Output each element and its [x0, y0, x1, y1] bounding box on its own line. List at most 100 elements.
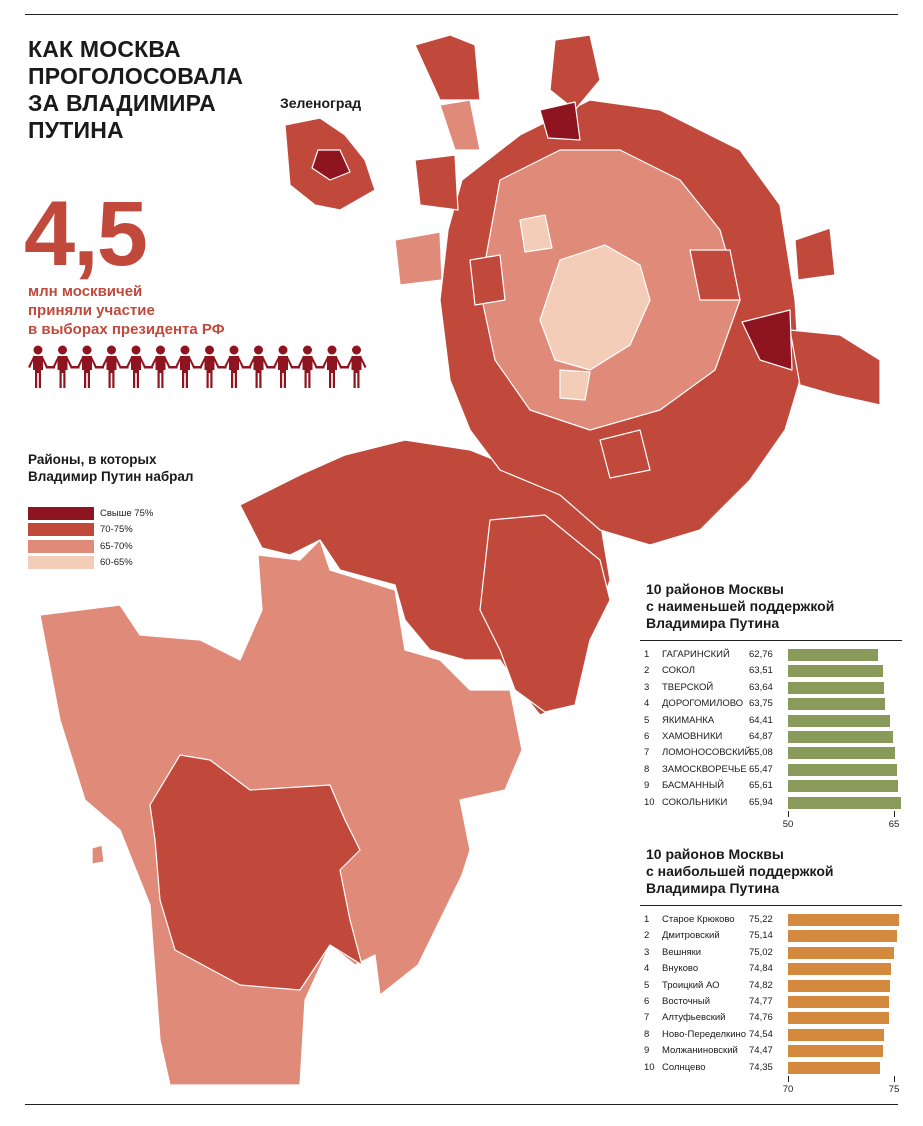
map-region-vostochny — [741, 309, 793, 371]
map-region-zelenograd-top — [311, 149, 351, 181]
row-district-name: ТВЕРСКОЙ — [662, 681, 714, 693]
row-rank: 4 — [644, 698, 650, 710]
turnout-caption: млн москвичей приняли участие в выборах … — [28, 282, 298, 339]
row-bar — [788, 930, 897, 943]
row-bar — [788, 979, 891, 992]
row-district-name: Солнцево — [662, 1061, 706, 1073]
map-region-inner-patch-3 — [599, 429, 651, 479]
row-value: 75,14 — [749, 930, 773, 942]
row-district-name: Ново-Переделкино — [662, 1028, 747, 1040]
legend-label: 65-70% — [100, 540, 133, 552]
row-district-name: СОКОЛ — [662, 665, 695, 677]
row-rank: 2 — [644, 665, 650, 677]
person-icon — [199, 345, 227, 388]
row-value: 74,54 — [749, 1028, 773, 1040]
table-row: 1 ГАГАРИНСКИЙ 62,76 — [640, 647, 910, 663]
row-district-name: ЗАМОСКВОРЕЧЬЕ — [662, 763, 747, 775]
person-icon — [77, 345, 104, 388]
row-value: 74,47 — [749, 1045, 773, 1057]
axis-tick-label: 70 — [782, 1083, 794, 1095]
legend-swatch — [28, 539, 94, 553]
row-rank: 7 — [644, 1012, 650, 1024]
axis-tick — [788, 1075, 789, 1082]
legend-label: 60-65% — [100, 557, 133, 569]
high-support-rule — [640, 905, 902, 906]
map-region-troitsky — [149, 754, 363, 991]
high-support-title-line: с наибольшей поддержкой — [646, 863, 834, 879]
map-region-islet-1 — [91, 844, 105, 865]
row-value: 63,75 — [749, 698, 773, 710]
map-region-north-1 — [414, 34, 481, 101]
table-row: 9 Молжаниновский 74,47 — [640, 1043, 910, 1059]
row-bar — [788, 963, 891, 976]
axis-tick-label: 65 — [888, 818, 900, 830]
page-title: КАК МОСКВА ПРОГОЛОСОВАЛА ЗА ВЛАДИМИРА ПУ… — [28, 36, 268, 144]
map-region-east-2 — [789, 329, 881, 406]
row-bar — [788, 747, 895, 760]
high-support-title: 10 районов Москвы с наибольшей поддержко… — [640, 846, 910, 897]
map-region-inner-patch-2 — [469, 254, 506, 306]
table-row: 3 Вешняки 75,02 — [640, 945, 910, 961]
row-bar — [788, 1012, 889, 1025]
low-support-rule — [640, 640, 902, 641]
map-region-west-1 — [394, 231, 443, 286]
row-value: 65,94 — [749, 796, 773, 808]
legend-swatch — [28, 556, 94, 570]
turnout-caption-line: в выборах президента РФ — [28, 321, 225, 338]
map-region-south-east-lower — [479, 514, 611, 713]
high-support-axis: 70 75 — [640, 1075, 910, 1098]
row-bar — [788, 649, 879, 661]
table-row: 4 ДОРОГОМИЛОВО 63,75 — [640, 696, 910, 712]
row-rank: 7 — [644, 747, 650, 759]
row-rank: 8 — [644, 1028, 650, 1040]
row-bar — [788, 995, 890, 1008]
person-icon — [126, 345, 153, 388]
axis-tick — [894, 1075, 895, 1082]
row-rank: 6 — [644, 730, 650, 742]
row-district-name: ДОРОГОМИЛОВО — [662, 698, 744, 710]
row-value: 63,64 — [749, 681, 773, 693]
row-bar — [788, 730, 894, 743]
table-row: 6 Восточный 74,77 — [640, 994, 910, 1010]
row-bar — [788, 1061, 881, 1074]
map-region-center-arm-1 — [519, 214, 553, 253]
table-row: 9 БАСМАННЫЙ 65,61 — [640, 778, 910, 794]
row-value: 75,02 — [749, 946, 773, 958]
low-support-title-line: Владимира Путина — [646, 615, 780, 631]
row-bar — [788, 714, 890, 727]
row-district-name: Вешняки — [662, 946, 702, 958]
row-bar — [788, 796, 901, 809]
row-value: 74,77 — [749, 995, 773, 1007]
map-region-center-60-65 — [539, 244, 651, 371]
row-value: 65,08 — [749, 747, 773, 759]
row-value: 64,87 — [749, 730, 773, 742]
axis-tick-label: 75 — [888, 1083, 900, 1095]
row-district-name: ЯКИМАНКА — [662, 714, 715, 726]
table-row: 10 Солнцево 74,35 — [640, 1060, 910, 1076]
row-value: 74,35 — [749, 1061, 773, 1073]
top-rule — [25, 14, 898, 15]
row-bar — [788, 914, 899, 926]
row-district-name: ГАГАРИНСКИЙ — [662, 649, 730, 660]
row-bar — [788, 1045, 883, 1058]
axis-tick — [788, 810, 789, 817]
map-legend: Свыше 75% 70-75% 65-70% 60-65% — [28, 505, 153, 571]
row-rank: 1 — [644, 914, 650, 925]
high-support-title-line: Владимира Путина — [646, 880, 780, 896]
row-value: 62,76 — [749, 649, 773, 660]
row-district-name: БАСМАННЫЙ — [662, 780, 725, 792]
map-region-center-arm-2 — [559, 369, 591, 401]
table-row: 7 Алтуфьевский 74,76 — [640, 1010, 910, 1026]
axis-tick — [894, 810, 895, 817]
row-rank: 9 — [644, 780, 650, 792]
row-value: 75,22 — [749, 914, 773, 925]
row-rank: 5 — [644, 979, 650, 991]
map-region-inner-patch-1 — [689, 249, 741, 301]
axis-tick-label: 50 — [782, 818, 794, 830]
person-icon — [28, 345, 55, 388]
legend-title-line: Владимир Путин набрал — [28, 469, 194, 484]
row-rank: 10 — [644, 1061, 655, 1073]
row-bar — [788, 763, 898, 776]
person-icon — [322, 345, 349, 388]
person-icon — [248, 345, 276, 388]
